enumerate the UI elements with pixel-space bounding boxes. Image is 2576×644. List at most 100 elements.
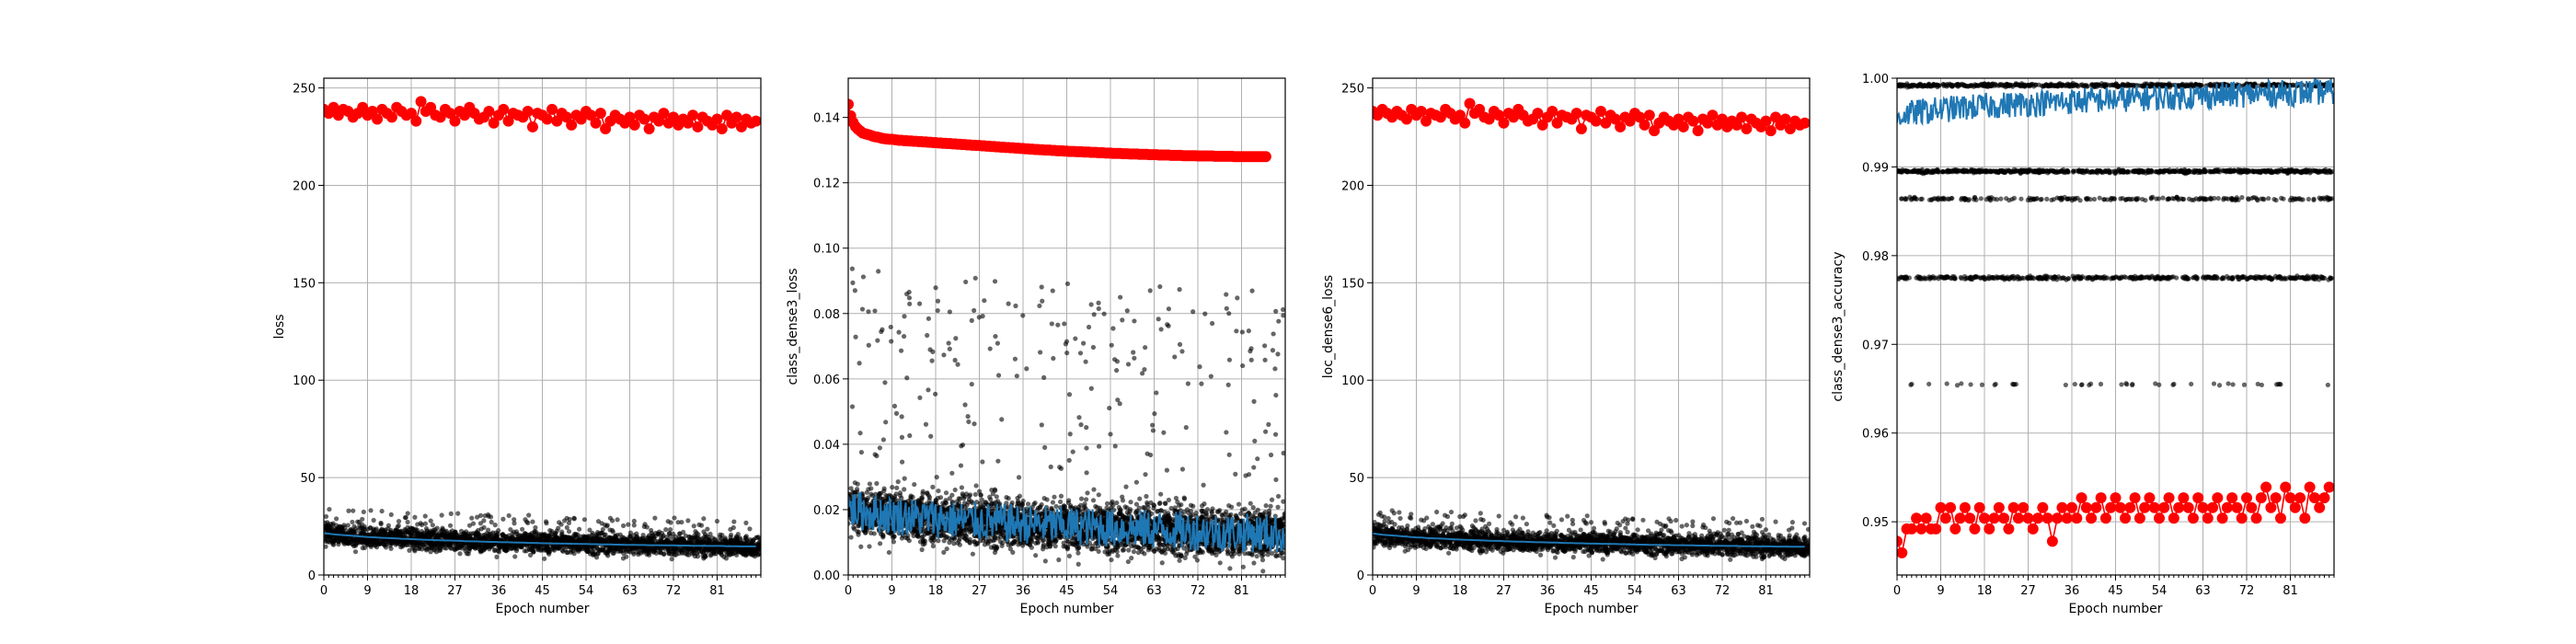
batch-point-1392 <box>993 488 998 493</box>
batch-point-2425 <box>710 549 717 556</box>
batch-point-8 <box>848 535 854 540</box>
batch-point-1648 <box>585 548 591 554</box>
batch-point-1646 <box>587 527 592 533</box>
batch-point-1507 <box>566 529 572 535</box>
batch-point-1733 <box>1033 553 1039 558</box>
batch-point-913 <box>466 523 473 528</box>
batch-point-2009 <box>642 522 648 527</box>
validation-point-64 <box>628 119 640 131</box>
batch-point-232 <box>360 516 365 522</box>
batch-point-1079 <box>494 554 500 559</box>
batch-point-348 <box>880 496 886 502</box>
batch-point-1136 <box>972 307 977 314</box>
batch-point-316 <box>371 517 376 523</box>
batch-point-2699 <box>755 546 761 552</box>
batch-point-1365 <box>542 556 547 561</box>
validation-point-46 <box>541 113 553 125</box>
batch-point-1509 <box>1006 496 1011 501</box>
batch-point-55 <box>327 506 332 512</box>
validation-point-81 <box>711 113 723 125</box>
x-tick-label-2: 18 <box>404 584 420 598</box>
batch-point-1358 <box>995 340 1001 346</box>
batch-point-2046 <box>1067 431 1073 437</box>
batch-point-1288 <box>526 536 532 542</box>
batch-point-206 <box>351 508 356 513</box>
batch-point-844 <box>457 551 463 557</box>
batch-point-905 <box>946 340 951 346</box>
batch-point-1936 <box>1056 557 1062 563</box>
batch-point-1310 <box>531 549 536 555</box>
batch-point-1502 <box>566 520 572 526</box>
batch-point-950 <box>949 470 955 476</box>
validation-point-76 <box>687 109 699 121</box>
batch-point-217 <box>866 309 871 315</box>
batch-point-1738 <box>598 536 604 542</box>
batch-point-250 <box>874 480 880 487</box>
batch-point-56 <box>328 522 334 527</box>
batch-point-771 <box>443 546 449 551</box>
batch-point-1449 <box>1006 301 1011 306</box>
batch-point-213 <box>868 486 874 491</box>
batch-point-1257 <box>976 504 983 511</box>
batch-point-1919 <box>627 549 633 555</box>
batch-point-1045 <box>488 514 494 520</box>
batch-point-1765 <box>1040 298 1045 304</box>
batch-point-830 <box>455 511 461 516</box>
batch-point-1813 <box>1041 496 1047 501</box>
batch-point-1829 <box>614 546 619 552</box>
batch-point-1587 <box>574 543 580 549</box>
batch-point-1164 <box>972 421 977 427</box>
batch-point-791 <box>933 391 938 397</box>
batch-point-1019 <box>486 527 491 533</box>
batch-point-1049 <box>488 541 493 547</box>
batch-point-1371 <box>992 279 998 284</box>
batch-point-954 <box>472 544 477 549</box>
x-axis-label: Epoch number <box>496 602 590 616</box>
batch-point-1047 <box>487 535 492 540</box>
batch-point-1181 <box>973 483 979 489</box>
validation-point-34 <box>483 106 495 117</box>
batch-point-683 <box>429 531 434 536</box>
batch-point-35 <box>848 486 854 491</box>
batch-point-1933 <box>1050 500 1056 505</box>
batch-point-524 <box>405 511 410 516</box>
batch-point-1947 <box>633 539 639 545</box>
batch-point-2290 <box>693 529 698 535</box>
batch-point-651 <box>423 525 430 532</box>
batch-point-2039 <box>1064 281 1071 287</box>
batch-point-31 <box>848 521 851 526</box>
batch-point-573 <box>906 289 912 295</box>
batch-point-314 <box>876 269 881 274</box>
batch-point-566 <box>412 548 418 554</box>
batch-point-1389 <box>992 537 997 543</box>
batch-point-1354 <box>995 458 1001 464</box>
batch-point-44 <box>849 404 856 409</box>
batch-point-2616 <box>747 526 753 532</box>
batch-point-43 <box>849 266 855 271</box>
batch-point-402 <box>385 523 392 528</box>
batch-point-2036 <box>1064 351 1070 356</box>
x-tick-label-9: 81 <box>709 584 725 598</box>
batch-point-656 <box>424 531 430 537</box>
batch-point-1166 <box>508 526 513 533</box>
batch-point-774 <box>930 349 936 354</box>
batch-point-1795 <box>1037 303 1042 309</box>
batch-point-101 <box>857 431 863 436</box>
batch-point-1159 <box>970 551 976 557</box>
batch-point-2639 <box>744 537 750 543</box>
batch-point-1117 <box>962 402 968 408</box>
batch-point-189 <box>352 549 359 555</box>
batch-point-987 <box>477 547 483 554</box>
batch-point-809 <box>447 523 454 528</box>
batch-point-502 <box>899 434 905 440</box>
batch-point-1827 <box>1041 374 1047 380</box>
batch-point-917 <box>466 546 473 551</box>
batch-point-1913 <box>627 540 633 546</box>
batch-point-2398 <box>706 546 712 552</box>
batch-point-1331 <box>987 346 993 351</box>
batch-point-1192 <box>512 517 517 523</box>
batch-point-960 <box>481 518 487 523</box>
batch-point-1169 <box>506 533 512 538</box>
